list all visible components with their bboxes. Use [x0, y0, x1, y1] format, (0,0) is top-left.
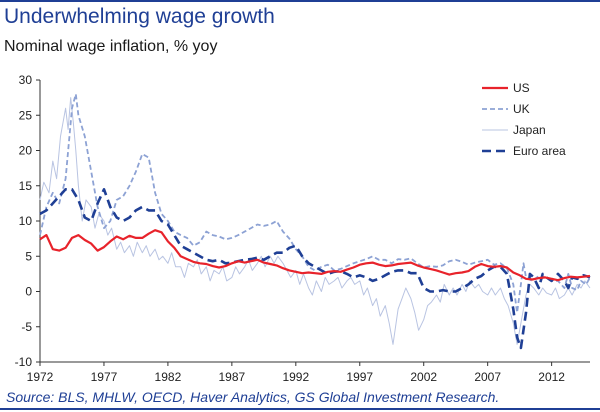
x-tick-label: 1992 [282, 370, 309, 384]
y-tick-label: 20 [19, 144, 33, 158]
y-tick-label: 25 [19, 108, 33, 122]
legend-label-euro-area: Euro area [513, 144, 566, 158]
x-tick-label: 1997 [346, 370, 373, 384]
y-tick-label: 10 [19, 214, 33, 228]
series-line-us [39, 229, 591, 282]
series-layer [39, 93, 591, 350]
y-tick-label: 15 [19, 179, 33, 193]
x-tick-label: 1987 [219, 370, 246, 384]
chart-legend: US UK Japan Euro area [482, 81, 566, 158]
x-tick-label: 2007 [474, 370, 501, 384]
series-line-euro-area [39, 188, 591, 350]
chart-subtitle: Nominal wage inflation, % yoy [4, 38, 218, 55]
y-tick-label: -10 [15, 355, 33, 369]
y-tick-label: 0 [25, 285, 32, 299]
chart-title: Underwhelming wage growth [4, 5, 275, 28]
y-tick-label: -5 [21, 320, 32, 334]
y-tick-label: 30 [19, 73, 33, 87]
bottom-rule [0, 408, 600, 410]
title-rule [0, 0, 600, 2]
legend-label-us: US [513, 81, 530, 95]
legend-label-uk: UK [513, 102, 530, 116]
x-tick-label: 1982 [155, 370, 182, 384]
y-tick-label: 5 [25, 249, 32, 263]
legend-label-japan: Japan [513, 123, 546, 137]
x-tick-label: 2002 [410, 370, 437, 384]
x-tick-label: 2012 [538, 370, 565, 384]
series-line-japan [39, 97, 591, 345]
series-line-uk [39, 93, 591, 314]
x-tick-label: 1977 [91, 370, 118, 384]
x-tick-label: 1972 [27, 370, 54, 384]
source-note: Source: BLS, MHLW, OECD, Haver Analytics… [6, 389, 500, 405]
